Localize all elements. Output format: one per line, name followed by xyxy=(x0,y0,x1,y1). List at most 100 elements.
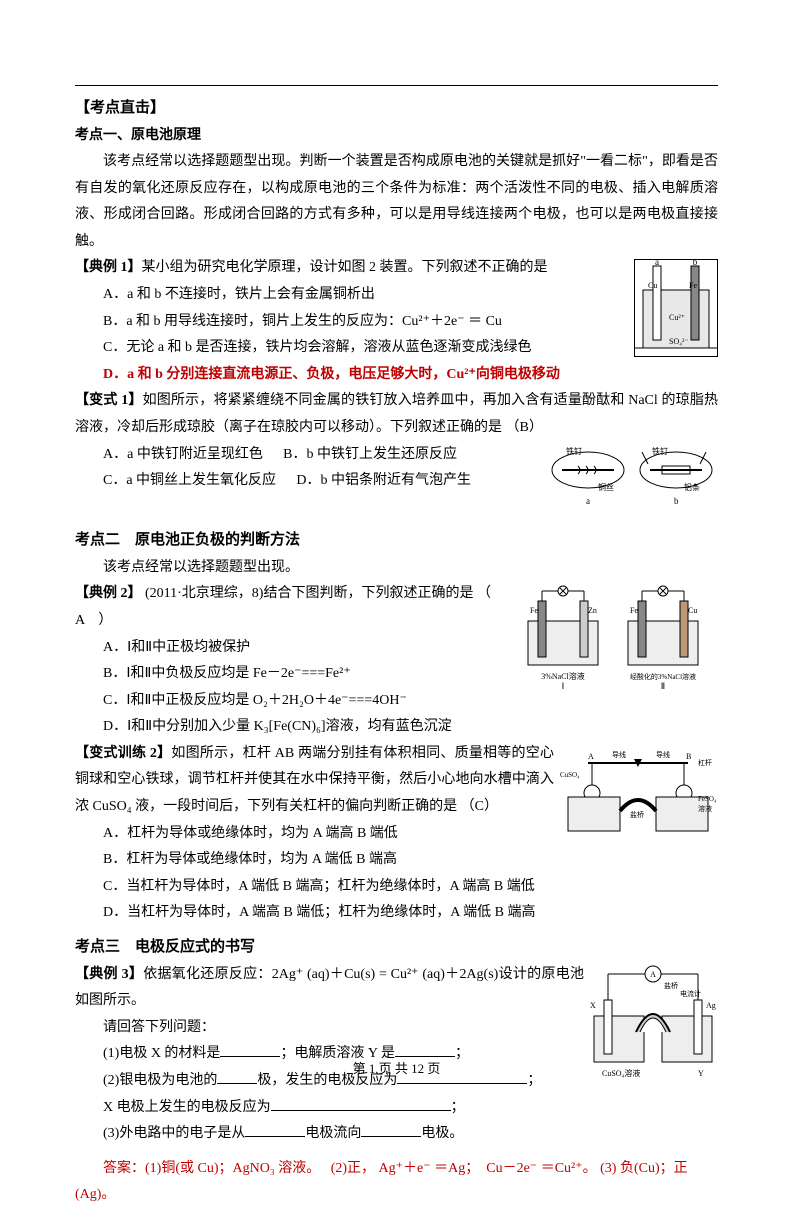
svg-text:b: b xyxy=(693,260,698,267)
svg-text:Cu: Cu xyxy=(688,606,697,615)
svg-text:导线: 导线 xyxy=(656,750,670,759)
heading-kaodian: 【考点直击】 xyxy=(75,94,718,123)
example1-prompt: 【典例 1】某小组为研究电化学原理，设计如图 2 装置。下列叙述不正确的是 xyxy=(75,255,628,282)
ex3-q3c: 电极。 xyxy=(421,1126,463,1141)
ex1-opt-C: C．无论 a 和 b 是否连接，铁片均会溶解，溶液从蓝色逐渐变成浅绿色 xyxy=(75,335,628,362)
blank xyxy=(271,1096,451,1111)
ex3-q3b: 电极流向 xyxy=(305,1126,361,1141)
svg-text:Fe: Fe xyxy=(630,606,638,615)
bs1-label: 【变式 1】 xyxy=(75,393,143,408)
k2-paragraph: 该考点经常以选择题题型出现。 xyxy=(75,555,718,582)
bs2-opt-D: D．当杠杆为导体时，A 端高 B 端低；杠杆为绝缘体时，A 端低 B 端高 xyxy=(75,900,554,927)
bs2-answer: （C） xyxy=(461,799,498,814)
figure-ex1: a b Cu Fe Cu²⁺ SO₄²⁻ xyxy=(634,259,718,357)
svg-text:铝条: 铝条 xyxy=(684,482,700,492)
example2-src: (2011·北京理综，8) xyxy=(145,586,263,601)
svg-text:Fe: Fe xyxy=(689,281,697,290)
example2-prompt: 【典例 2】 (2011·北京理综，8)结合下图判断，下列叙述正确的是 （ A … xyxy=(75,581,512,634)
svg-text:a: a xyxy=(655,260,659,267)
svg-text:杠杆: 杠杆 xyxy=(698,758,712,767)
bs1-line2: C．a 中铜丝上发生氧化反应 D．b 中铝条附近有气泡产生 xyxy=(75,468,544,495)
svg-text:Ⅱ: Ⅱ xyxy=(661,681,665,691)
ex2-opt-B: B．Ⅰ和Ⅱ中负极反应均是 Fe－2e⁻===Fe²⁺ xyxy=(75,661,512,688)
svg-text:溶液: 溶液 xyxy=(698,804,712,813)
ex3-q3a: (3)外电路中的电子是从 xyxy=(103,1126,245,1141)
svg-text:电流计: 电流计 xyxy=(680,989,701,998)
bs1-opt-D: D．b 中铝条附近有气泡产生 xyxy=(296,473,471,488)
bs1-answer: （B） xyxy=(506,420,543,435)
answer-1: (1)铜(或 Cu)；AgNO₃ 溶液。 xyxy=(145,1161,320,1176)
blank xyxy=(245,1122,305,1137)
svg-text:a: a xyxy=(586,496,590,506)
svg-text:b: b xyxy=(674,496,679,506)
example3-row: 【典例 3】依据氧化还原反应：2Ag⁺ (aq)＋Cu(s) = Cu²⁺ (a… xyxy=(75,962,718,1148)
bs1-prompt: 【变式 1】如图所示，将紧紧缠绕不同金属的铁钉放入培养皿中，再加入含有适量酚酞和… xyxy=(75,388,718,441)
bs2-opt-B: B．杠杆为导体或绝缘体时，均为 A 端低 B 端高 xyxy=(75,847,554,874)
svg-text:Fe: Fe xyxy=(530,606,538,615)
svg-text:铜丝: 铜丝 xyxy=(598,482,614,492)
example3-prompt: 【典例 3】依据氧化还原反应：2Ag⁺ (aq)＋Cu(s) = Cu²⁺ (a… xyxy=(75,962,584,1015)
bs1-opt-A: A．a 中铁钉附近呈现红色 xyxy=(103,447,263,462)
example2-label: 【典例 2】 xyxy=(75,586,142,601)
svg-text:CuSO₄: CuSO₄ xyxy=(560,771,580,779)
bs2-prompt: 【变式训练 2】如图所示，杠杆 AB 两端分别挂有体积相同、质量相等的空心铜球和… xyxy=(75,741,554,821)
bs1-row: A．a 中铁钉附近呈现红色 B．b 中铁钉上发生还原反应 C．a 中铜丝上发生氧… xyxy=(75,442,718,523)
svg-text:Cu²⁺: Cu²⁺ xyxy=(669,313,685,322)
example1-row: 【典例 1】某小组为研究电化学原理，设计如图 2 装置。下列叙述不正确的是 A．… xyxy=(75,255,718,388)
svg-text:3%NaCl溶液: 3%NaCl溶液 xyxy=(541,671,585,681)
ex3-q2e: ； xyxy=(451,1100,465,1115)
ex3-q3: (3)外电路中的电子是从 电极流向 电极。 xyxy=(75,1121,584,1148)
ex3-q0: 请回答下列问题： xyxy=(75,1015,584,1042)
figure-bs1: 铁钉 铜丝 a 铁钉 铝条 b xyxy=(548,442,718,523)
svg-text:A: A xyxy=(650,970,656,979)
svg-text:盐桥: 盐桥 xyxy=(664,981,678,990)
answer-2a: (2)正， xyxy=(331,1161,375,1176)
example1-text: 某小组为研究电化学原理，设计如图 2 装置。下列叙述不正确的是 xyxy=(142,260,548,275)
ex2-opt-A: A．Ⅰ和Ⅱ中正极均被保护 xyxy=(75,635,512,662)
k1-paragraph: 该考点经常以选择题题型出现。判断一个装置是否构成原电池的关键就是抓好"一看二标"… xyxy=(75,149,718,255)
answer-label: 答案： xyxy=(103,1161,145,1176)
answer-2c: Cu－2e⁻ ＝Cu²⁺。 xyxy=(486,1161,596,1176)
page-footer: 第 1 页 共 12 页 xyxy=(0,1057,793,1082)
svg-text:Ⅰ: Ⅰ xyxy=(562,681,565,691)
heading-k1: 考点一、原电池原理 xyxy=(75,123,718,150)
svg-text:Cu: Cu xyxy=(648,281,657,290)
ex2-opt-C: C．Ⅰ和Ⅱ中正极反应均是 O₂＋2H₂O＋4e⁻===4OH⁻ xyxy=(75,688,512,715)
svg-text:SO₄²⁻: SO₄²⁻ xyxy=(669,337,689,346)
bs2-opt-A: A．杠杆为导体或绝缘体时，均为 A 端高 B 端低 xyxy=(75,821,554,848)
example3-label: 【典例 3】 xyxy=(75,967,143,982)
ex1-opt-D: D．a 和 b 分别连接直流电源正、负极，电压足够大时，Cu²⁺向铜电极移动 xyxy=(75,362,628,389)
svg-text:导线: 导线 xyxy=(612,750,626,759)
bs2-row: 【变式训练 2】如图所示，杠杆 AB 两端分别挂有体积相同、质量相等的空心铜球和… xyxy=(75,741,718,927)
svg-text:经酸化的3%NaCl溶液: 经酸化的3%NaCl溶液 xyxy=(630,672,696,681)
ex1-opt-A: A．a 和 b 不连接时，铁片上会有金属铜析出 xyxy=(75,282,628,309)
svg-text:A: A xyxy=(588,752,594,761)
answer-2b: Ag⁺＋e⁻ ＝Ag； xyxy=(379,1161,480,1176)
top-rule xyxy=(75,85,718,86)
svg-text:盐桥: 盐桥 xyxy=(630,810,644,819)
figure-ex2: Fe Zn 3%NaCl溶液 Ⅰ Fe Cu 经酸化的3%NaCl溶液 Ⅱ xyxy=(518,581,718,702)
example3-text: 依据氧化还原反应：2Ag⁺ (aq)＋Cu(s) = Cu²⁺ (aq)＋2Ag… xyxy=(75,967,584,1009)
ex1-opt-B: B．a 和 b 用导线连接时，铜片上发生的反应为：Cu²⁺＋2e⁻ ＝ Cu xyxy=(75,309,628,336)
example2-row: 【典例 2】 (2011·北京理综，8)结合下图判断，下列叙述正确的是 （ A … xyxy=(75,581,718,741)
svg-text:铁钉: 铁钉 xyxy=(566,446,582,456)
svg-text:X: X xyxy=(590,1001,596,1010)
heading-k2: 考点二 原电池正负极的判断方法 xyxy=(75,526,718,555)
ex2-opt-D: D．Ⅰ和Ⅱ中分别加入少量 K₃[Fe(CN)₆]溶液，均有蓝色沉淀 xyxy=(75,714,512,741)
ex3-q2-line2: X 电极上发生的电极反应为 ； xyxy=(75,1095,584,1122)
bs2-label: 【变式训练 2】 xyxy=(75,746,171,761)
svg-text:Ag: Ag xyxy=(706,1001,716,1010)
blank xyxy=(361,1122,421,1137)
bs1-opt-B: B．b 中铁钉上发生还原反应 xyxy=(283,447,457,462)
bs1-text: 如图所示，将紧紧缠绕不同金属的铁钉放入培养皿中，再加入含有适量酚酞和 NaCl … xyxy=(75,393,718,435)
svg-text:Zn: Zn xyxy=(588,606,597,615)
blank xyxy=(220,1042,280,1057)
blank xyxy=(395,1042,455,1057)
svg-text:B: B xyxy=(686,752,691,761)
answer-line1: 答案：(1)铜(或 Cu)；AgNO₃ 溶液。 (2)正， Ag⁺＋e⁻ ＝Ag… xyxy=(75,1156,718,1209)
heading-k3: 考点三 电极反应式的书写 xyxy=(75,933,718,962)
ex3-q2d: X 电极上发生的电极反应为 xyxy=(103,1100,271,1115)
page: 【考点直击】 考点一、原电池原理 该考点经常以选择题题型出现。判断一个装置是否构… xyxy=(0,0,793,1122)
bs2-opt-C: C．当杠杆为导体时，A 端低 B 端高；杠杆为绝缘体时，A 端高 B 端低 xyxy=(75,874,554,901)
svg-text:铁钉: 铁钉 xyxy=(652,446,668,456)
